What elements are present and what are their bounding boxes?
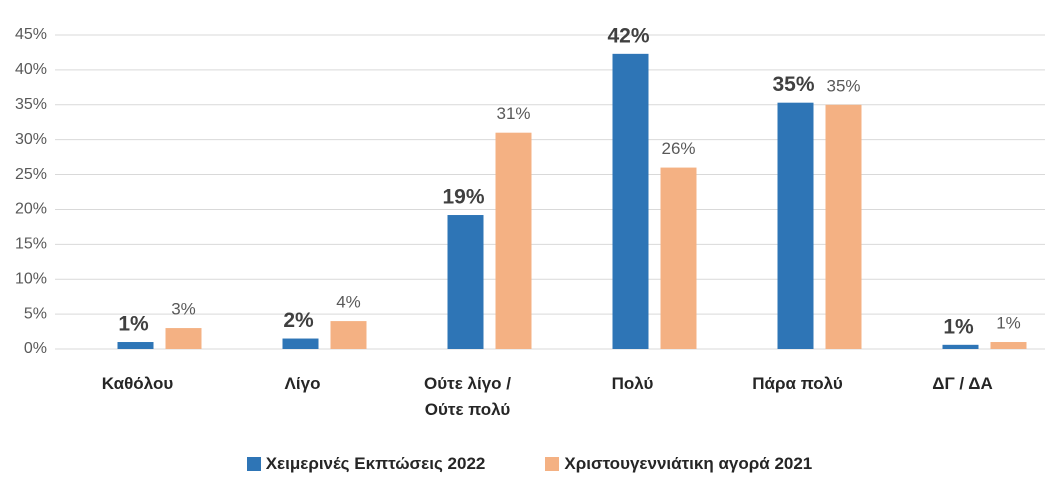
- y-tick-label: 40%: [15, 61, 47, 78]
- bar: [777, 102, 814, 349]
- legend-item: Χειμερινές Εκπτώσεις 2022: [246, 454, 486, 474]
- data-label: 4%: [336, 293, 361, 312]
- data-label: 1%: [118, 313, 149, 336]
- data-label: 35%: [772, 73, 814, 96]
- bar: [612, 53, 649, 350]
- x-tick-label: Πολύ: [611, 374, 654, 393]
- bar: [330, 321, 367, 349]
- y-tick-label: 30%: [15, 131, 47, 148]
- bar: [825, 104, 862, 350]
- legend-label: Χειμερινές Εκπτώσεις 2022: [265, 454, 486, 473]
- x-tick-label: Ούτε λίγο / Ούτε πολύ: [424, 374, 511, 419]
- legend-item: Χριστουγεννιάτικη αγορά 2021: [545, 454, 812, 474]
- y-tick-label: 45%: [15, 26, 47, 43]
- x-tick-label: Λίγο: [284, 374, 321, 393]
- y-tick-label: 25%: [15, 166, 47, 183]
- data-label: 31%: [496, 104, 530, 123]
- data-label: 2%: [283, 309, 314, 332]
- data-label: 35%: [826, 76, 860, 95]
- y-tick-label: 5%: [24, 305, 47, 322]
- legend-swatch: [545, 457, 560, 471]
- data-label: 3%: [171, 300, 196, 319]
- data-label: 26%: [661, 139, 695, 158]
- bar: [942, 344, 979, 349]
- bar: [447, 215, 484, 349]
- x-tick-label: ΔΓ / ΔΑ: [932, 374, 993, 393]
- bar: [282, 338, 319, 349]
- bar: [990, 342, 1027, 349]
- legend-swatch: [246, 457, 261, 471]
- legend-label: Χριστουγεννιάτικη αγορά 2021: [564, 454, 813, 473]
- legend: Χειμερινές Εκπτώσεις 2022 Χριστουγεννιάτι…: [0, 454, 1059, 474]
- y-tick-label: 10%: [15, 270, 47, 287]
- bar: [165, 328, 202, 349]
- y-tick-label: 15%: [15, 236, 47, 253]
- x-tick-label: Πάρα πολύ: [752, 374, 843, 393]
- data-label: 42%: [607, 24, 649, 47]
- bar: [117, 342, 154, 349]
- data-label: 19%: [442, 186, 484, 209]
- data-label: 1%: [943, 315, 974, 338]
- x-tick-label: Καθόλου: [101, 374, 174, 393]
- data-label: 1%: [996, 314, 1021, 333]
- y-tick-label: 0%: [24, 340, 47, 357]
- bar: [495, 132, 532, 349]
- y-tick-label: 20%: [15, 201, 47, 218]
- y-tick-label: 35%: [15, 96, 47, 113]
- bar: [660, 167, 697, 349]
